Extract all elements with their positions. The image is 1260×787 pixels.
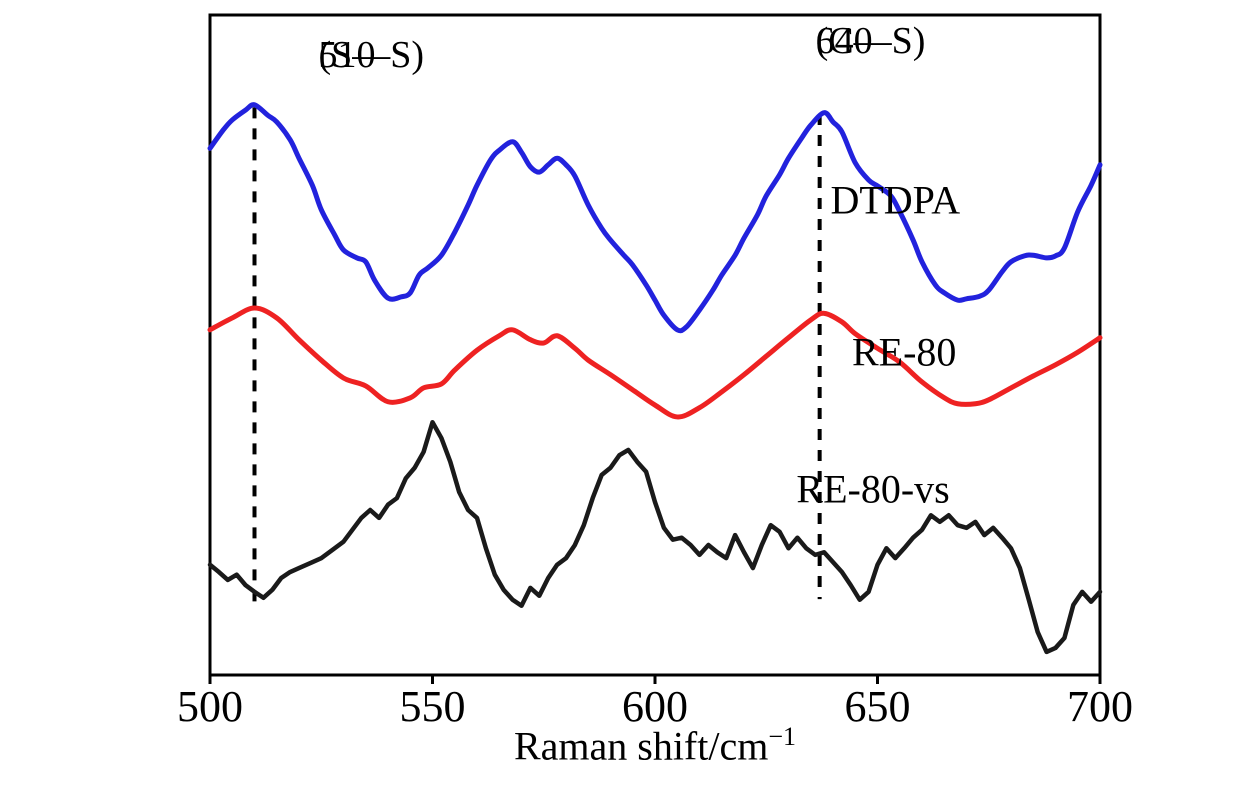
x-tick-label-700: 700 xyxy=(1067,682,1133,731)
peak-wavenumber-label: 640 xyxy=(815,20,873,62)
x-axis-title-superscript: −1 xyxy=(768,722,797,751)
x-tick-label-650: 650 xyxy=(844,682,911,731)
peak-wavenumber-label: 510 xyxy=(318,34,376,76)
x-tick-label-550: 550 xyxy=(399,682,466,731)
x-tick-label-500: 500 xyxy=(177,682,243,731)
peak-bond-label: (S—S) xyxy=(318,34,425,76)
curve-dtdpa xyxy=(207,102,1103,334)
curve-re-80-vs xyxy=(207,419,1103,655)
series-label-re-80: RE-80 xyxy=(851,329,957,375)
axis-box xyxy=(208,13,1102,677)
curve-re-80 xyxy=(207,305,1103,420)
x-tick-label-600: 600 xyxy=(622,682,688,731)
series-label-re-80-vs: RE-80-vs xyxy=(796,466,950,512)
x-axis-title: Raman shift/cm−1 xyxy=(210,722,1100,769)
x-axis-title-text: Raman shift/cm xyxy=(513,723,769,769)
series-label-dtdpa: DTDPA xyxy=(830,177,961,223)
peak-bond-label: (C—S) xyxy=(815,20,926,62)
